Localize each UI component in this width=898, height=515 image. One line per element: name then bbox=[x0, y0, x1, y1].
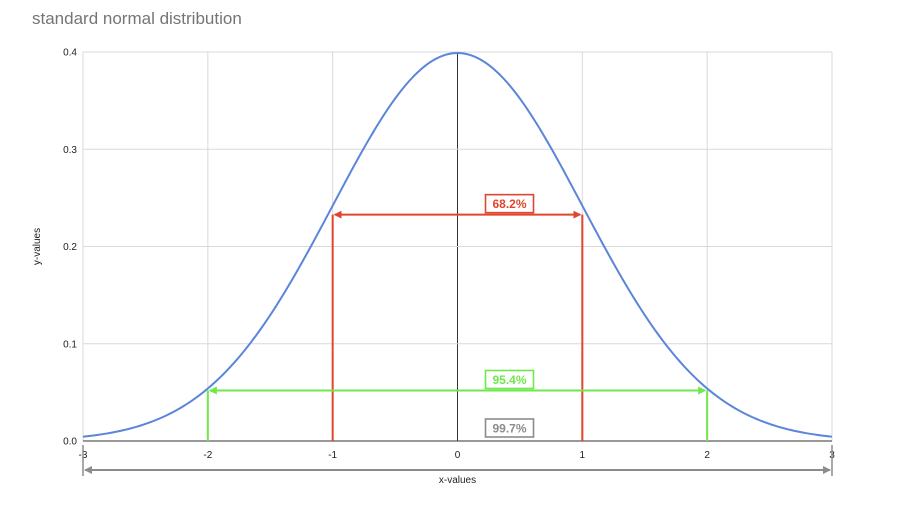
percent-label: 68.2% bbox=[492, 197, 526, 211]
y-tick-label: 0.0 bbox=[63, 437, 77, 448]
y-axis-title: y-values bbox=[32, 228, 43, 265]
x-axis-title: x-values bbox=[439, 475, 476, 486]
x-tick-label: -1 bbox=[328, 450, 337, 461]
series-layer bbox=[82, 52, 833, 438]
y-tick-label: 0.4 bbox=[63, 48, 77, 59]
gridlines bbox=[82, 51, 833, 442]
annotations: 68.2% 95.4% 99.7% bbox=[82, 193, 833, 476]
percent-label-box bbox=[484, 193, 535, 214]
x-tick-label: -2 bbox=[203, 450, 212, 461]
y-tick-label: 0.3 bbox=[63, 145, 77, 156]
percent-label: 99.7% bbox=[492, 422, 526, 436]
x-tick-label: 0 bbox=[455, 450, 461, 461]
y-tick-label: 0.2 bbox=[63, 242, 77, 253]
series-line bbox=[82, 52, 833, 438]
x-tick-label: 2 bbox=[704, 450, 710, 461]
x-tick-label: 1 bbox=[580, 450, 586, 461]
percent-label-box bbox=[484, 418, 535, 438]
percent-label: 95.4% bbox=[492, 373, 526, 387]
y-tick-label: 0.1 bbox=[63, 339, 77, 350]
chart-title: standard normal distribution bbox=[32, 9, 242, 28]
percent-label-box bbox=[484, 369, 535, 390]
